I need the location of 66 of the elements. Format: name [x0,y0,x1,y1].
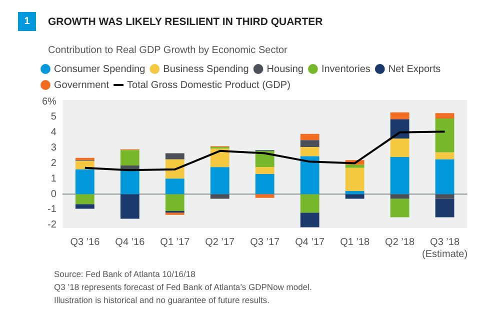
x-tick-label: Q4 ’17 [295,236,326,248]
bar [120,150,140,166]
y-tick-label: 5 [50,112,57,123]
bar [435,118,454,152]
bar [300,140,320,148]
source-note: Source: Fed Bank of Atlanta 10/16/18 [54,268,196,281]
legend-label: Government [54,80,110,91]
bar [435,194,454,199]
legend-label: Business Spending [163,64,249,75]
y-tick-label: -2 [48,220,57,231]
legend-label: Consumer Spending [54,64,146,75]
bar [75,194,94,204]
bar [345,168,364,191]
bar [345,194,364,199]
bar [345,190,364,194]
bar [255,174,274,194]
bar [210,194,230,199]
bar [435,159,454,194]
legend-label: Net Exports [388,64,441,75]
x-tick-label: Q2 ’18 [385,236,415,248]
text: Q3 ’18 represents forecast of Fed Bank of Atlanta’s GDPNow model. [54,281,313,294]
bar [345,164,364,168]
bar [75,204,94,209]
bar [435,198,454,218]
x-tick-label: Q1 ’17 [160,236,190,248]
x-tick-label: Q3 ’18 (Estimate) [422,236,468,260]
bar [120,170,140,194]
bar [300,147,320,156]
bar [300,134,320,140]
bar [390,194,410,199]
y-tick-label: 3 [50,142,57,154]
bar [300,156,320,194]
bar [390,157,410,194]
y-tick-label: 0 [50,188,57,200]
bar [120,194,140,219]
bar [165,194,184,212]
x-tick-label: Q4 ’16 [115,236,146,248]
bar [435,152,454,160]
bar [435,113,454,119]
x-tick-label: Q2 ’17 [205,236,236,248]
x-tick-label: Q3 ’17 [250,236,280,248]
legend-label: Total Gross Domestic Product (GDP) [127,80,290,91]
x-tick-label: Q1 ’18 [340,236,370,248]
legend-label: Inventories [321,64,370,75]
text: 1 [18,12,36,31]
bar [255,167,274,174]
x-tick-label: Q3 ’16 [70,236,100,248]
bar [165,178,184,194]
y-tick-label: 1 [50,173,57,184]
bar [210,167,230,194]
y-tick-label: -1 [48,204,57,216]
bar [300,194,320,213]
bar [390,138,410,158]
chart-title: GROWTH WAS LIKELY RESILIENT IN THIRD QUARTER [48,16,323,28]
bar [390,112,410,120]
y-tick-label: 4 [50,127,57,138]
text: Illustration is historical and no guarantee of future results. [54,294,270,307]
y-tick-label: 2 [50,158,57,169]
bar [75,169,94,194]
y-tick-label: 6% [42,96,57,108]
bar [390,198,410,218]
bar [300,212,320,228]
legend-label: Housing [266,64,304,75]
chart-subtitle: Contribution to Real GDP Growth by Economic Sector [48,45,288,56]
bar [255,194,274,198]
bar [165,153,184,160]
